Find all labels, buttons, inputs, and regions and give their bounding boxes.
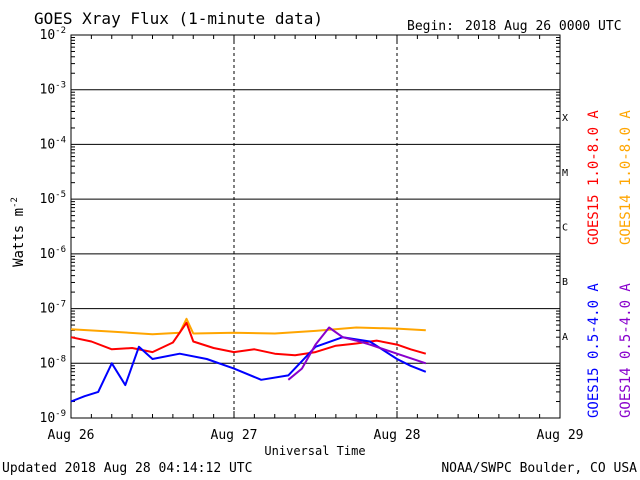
y-axis-label-exponent: -2: [10, 197, 20, 208]
y-tick-label: 10-3: [40, 81, 67, 98]
x-axis-label: Universal Time: [264, 444, 365, 458]
plot-frame: [70, 34, 561, 419]
credit-text: NOAA/SWPC Boulder, CO USA: [441, 461, 637, 476]
y-tick-label: 10-2: [40, 26, 67, 43]
y-tick-label: 10-8: [40, 354, 67, 371]
updated-timestamp: Updated 2018 Aug 28 04:14:12 UTC: [2, 461, 252, 476]
x-tick-label: Aug 27: [211, 428, 258, 443]
y-tick-base: 10: [40, 411, 56, 426]
flare-class-label: C: [562, 223, 568, 234]
y-tick-base: 10: [40, 192, 56, 207]
begin-label: Begin:: [407, 19, 454, 34]
x-tick-label: Aug 26: [48, 428, 95, 443]
flare-class-label: A: [562, 332, 568, 343]
y-tick-exponent: -3: [55, 81, 66, 91]
x-tick-labels: Aug 26 Aug 27 Aug 28 Aug 29: [48, 428, 584, 443]
x-tick-label: Aug 29: [537, 428, 584, 443]
grid-lines: [70, 35, 561, 418]
y-tick-exponent: -9: [55, 409, 66, 419]
series-line: [70, 317, 426, 336]
flare-class-label: X: [562, 113, 568, 124]
y-tick-label: 10-6: [40, 245, 67, 262]
y-tick-exponent: -6: [55, 245, 66, 255]
legend-entry: GOES14 0.5-4.0 A: [618, 283, 634, 418]
y-tick-label: 10-5: [40, 190, 67, 207]
y-tick-exponent: -5: [55, 190, 66, 200]
y-tick-base: 10: [40, 83, 56, 98]
legend-entry: GOES15 1.0-8.0 A: [586, 110, 602, 245]
y-tick-label: 10-7: [40, 300, 67, 317]
y-tick-labels: 10-210-310-410-510-610-710-810-9: [40, 26, 67, 426]
y-tick-exponent: -2: [55, 26, 66, 36]
series-line: [70, 321, 427, 357]
legend-entry: GOES14 1.0-8.0 A: [618, 110, 634, 245]
legend-entry: GOES15 0.5-4.0 A: [586, 283, 602, 418]
y-tick-base: 10: [40, 137, 56, 152]
y-axis-label-text: Watts m: [11, 208, 27, 267]
series-line: [287, 326, 427, 381]
x-tick-label: Aug 28: [374, 428, 421, 443]
y-tick-base: 10: [40, 247, 56, 262]
flare-class-label: M: [562, 168, 568, 179]
y-tick-base: 10: [40, 28, 56, 43]
y-tick-label: 10-9: [40, 409, 67, 426]
series-line: [70, 336, 427, 403]
y-tick-base: 10: [40, 302, 56, 317]
y-tick-base: 10: [40, 356, 56, 371]
y-axis-label: Watts m-2: [10, 197, 27, 267]
y-tick-exponent: -7: [55, 300, 66, 310]
y-tick-exponent: -4: [55, 135, 66, 145]
flare-class-labels: X M C B A: [562, 113, 568, 343]
flare-class-label: B: [562, 277, 568, 288]
y-tick-exponent: -8: [55, 354, 66, 364]
chart-title: GOES Xray Flux (1-minute data): [34, 9, 323, 28]
y-tick-label: 10-4: [40, 135, 67, 152]
legend: GOES15 1.0-8.0 A GOES14 1.0-8.0 A GOES15 0…: [586, 110, 634, 418]
begin-value: 2018 Aug 26 0000 UTC: [465, 19, 622, 34]
series-layer: [70, 317, 427, 403]
